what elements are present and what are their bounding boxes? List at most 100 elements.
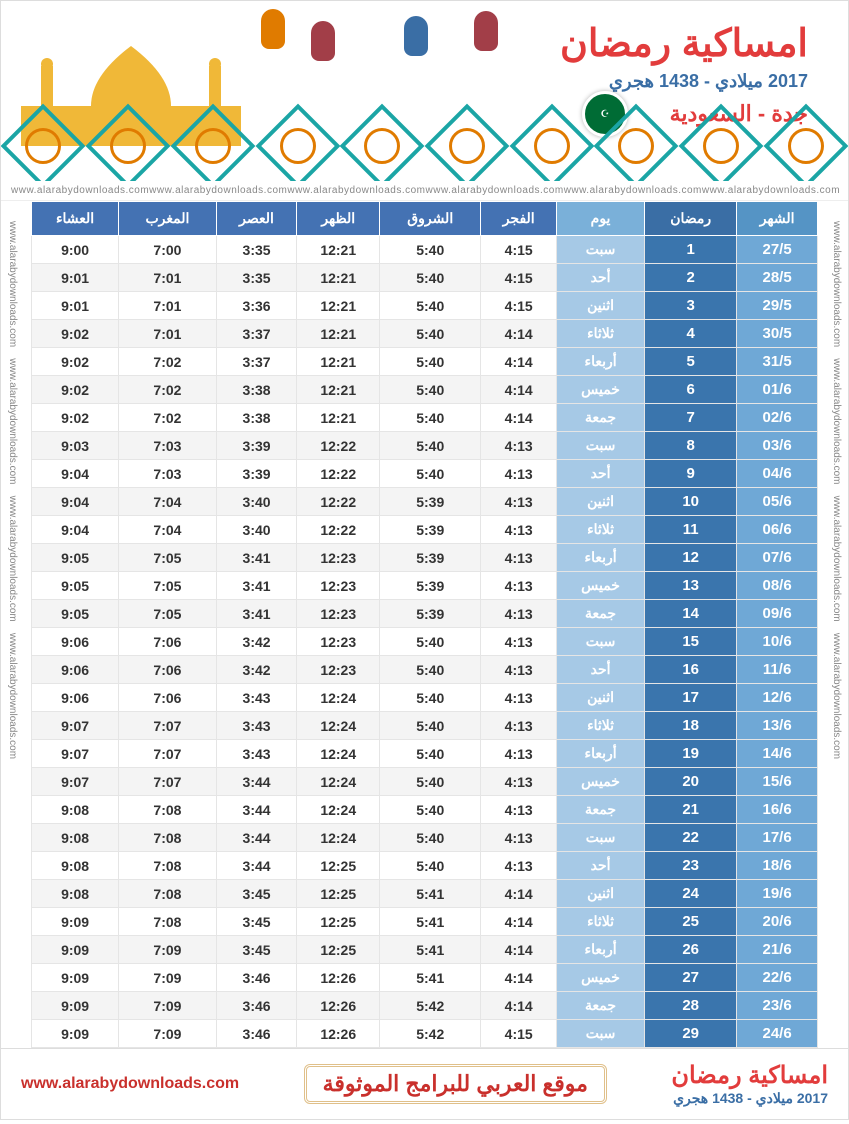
cell-day: أربعاء bbox=[556, 348, 644, 376]
cell-dhuhr: 12:24 bbox=[297, 824, 380, 852]
cell-fajr: 4:15 bbox=[481, 292, 557, 320]
cell-isha: 9:02 bbox=[32, 348, 119, 376]
cell-month: 06/6 bbox=[737, 516, 818, 544]
cell-asr: 3:39 bbox=[216, 432, 297, 460]
cell-maghrib: 7:09 bbox=[119, 1020, 217, 1048]
cell-shuruq: 5:40 bbox=[380, 852, 481, 880]
cell-dhuhr: 12:22 bbox=[297, 516, 380, 544]
cell-ramadan: 5 bbox=[645, 348, 737, 376]
cell-maghrib: 7:08 bbox=[119, 880, 217, 908]
cell-fajr: 4:15 bbox=[481, 236, 557, 264]
cell-isha: 9:07 bbox=[32, 712, 119, 740]
page-subtitle: 2017 ميلادي - 1438 هجري bbox=[609, 71, 808, 92]
watermark-row: www.alarabydownloads.com www.alarabydown… bbox=[1, 181, 848, 201]
cell-maghrib: 7:07 bbox=[119, 740, 217, 768]
cell-dhuhr: 12:21 bbox=[297, 376, 380, 404]
cell-dhuhr: 12:21 bbox=[297, 404, 380, 432]
table-row: 28/52أحد4:155:4012:213:357:019:01 bbox=[32, 264, 818, 292]
cell-maghrib: 7:09 bbox=[119, 936, 217, 964]
cell-month: 14/6 bbox=[737, 740, 818, 768]
table-row: 13/618ثلاثاء4:135:4012:243:437:079:07 bbox=[32, 712, 818, 740]
cell-isha: 9:00 bbox=[32, 236, 119, 264]
cell-fajr: 4:14 bbox=[481, 348, 557, 376]
cell-shuruq: 5:40 bbox=[380, 348, 481, 376]
cell-day: سبت bbox=[556, 628, 644, 656]
cell-dhuhr: 12:23 bbox=[297, 600, 380, 628]
cell-ramadan: 15 bbox=[645, 628, 737, 656]
cell-month: 11/6 bbox=[737, 656, 818, 684]
cell-ramadan: 22 bbox=[645, 824, 737, 852]
table-row: 20/625ثلاثاء4:145:4112:253:457:089:09 bbox=[32, 908, 818, 936]
cell-dhuhr: 12:23 bbox=[297, 628, 380, 656]
cell-day: جمعة bbox=[556, 992, 644, 1020]
cell-day: سبت bbox=[556, 824, 644, 852]
cell-ramadan: 14 bbox=[645, 600, 737, 628]
header: امساكية رمضان 2017 ميلادي - 1438 هجري جد… bbox=[1, 1, 848, 181]
watermark: www.alarabydownloads.com bbox=[11, 185, 149, 196]
cell-shuruq: 5:40 bbox=[380, 460, 481, 488]
watermark-side: www.alarabydownloads.com www.alarabydown… bbox=[7, 221, 18, 759]
cell-dhuhr: 12:21 bbox=[297, 320, 380, 348]
col-isha: العشاء bbox=[32, 202, 119, 236]
cell-asr: 3:45 bbox=[216, 880, 297, 908]
cell-asr: 3:35 bbox=[216, 236, 297, 264]
cell-month: 07/6 bbox=[737, 544, 818, 572]
cell-shuruq: 5:40 bbox=[380, 404, 481, 432]
cell-shuruq: 5:41 bbox=[380, 880, 481, 908]
cell-day: أربعاء bbox=[556, 936, 644, 964]
cell-month: 23/6 bbox=[737, 992, 818, 1020]
watermark: www.alarabydownloads.com bbox=[149, 185, 287, 196]
cell-fajr: 4:13 bbox=[481, 656, 557, 684]
cell-fajr: 4:13 bbox=[481, 824, 557, 852]
cell-shuruq: 5:40 bbox=[380, 796, 481, 824]
cell-maghrib: 7:08 bbox=[119, 852, 217, 880]
cell-ramadan: 1 bbox=[645, 236, 737, 264]
cell-month: 30/5 bbox=[737, 320, 818, 348]
footer-slogan: موقع العربي للبرامج الموثوقة bbox=[304, 1064, 607, 1104]
cell-maghrib: 7:02 bbox=[119, 404, 217, 432]
cell-isha: 9:08 bbox=[32, 824, 119, 852]
cell-day: أحد bbox=[556, 460, 644, 488]
cell-isha: 9:01 bbox=[32, 264, 119, 292]
cell-month: 20/6 bbox=[737, 908, 818, 936]
cell-maghrib: 7:07 bbox=[119, 712, 217, 740]
cell-fajr: 4:13 bbox=[481, 712, 557, 740]
cell-shuruq: 5:40 bbox=[380, 628, 481, 656]
cell-ramadan: 11 bbox=[645, 516, 737, 544]
cell-isha: 9:05 bbox=[32, 544, 119, 572]
cell-fajr: 4:14 bbox=[481, 964, 557, 992]
table-row: 06/611ثلاثاء4:135:3912:223:407:049:04 bbox=[32, 516, 818, 544]
cell-isha: 9:05 bbox=[32, 600, 119, 628]
cell-dhuhr: 12:21 bbox=[297, 348, 380, 376]
footer-subtitle: 2017 ميلادي - 1438 هجري bbox=[671, 1090, 828, 1107]
cell-maghrib: 7:03 bbox=[119, 432, 217, 460]
cell-day: جمعة bbox=[556, 404, 644, 432]
footer-right: امساكية رمضان 2017 ميلادي - 1438 هجري bbox=[671, 1061, 828, 1107]
lantern-icon bbox=[261, 9, 285, 49]
cell-dhuhr: 12:25 bbox=[297, 908, 380, 936]
cell-dhuhr: 12:23 bbox=[297, 572, 380, 600]
cell-isha: 9:07 bbox=[32, 768, 119, 796]
cell-asr: 3:46 bbox=[216, 964, 297, 992]
cell-month: 13/6 bbox=[737, 712, 818, 740]
cell-dhuhr: 12:24 bbox=[297, 796, 380, 824]
cell-fajr: 4:13 bbox=[481, 516, 557, 544]
cell-dhuhr: 12:21 bbox=[297, 264, 380, 292]
cell-asr: 3:44 bbox=[216, 852, 297, 880]
cell-day: خميس bbox=[556, 964, 644, 992]
cell-isha: 9:05 bbox=[32, 572, 119, 600]
cell-day: أحد bbox=[556, 656, 644, 684]
cell-maghrib: 7:04 bbox=[119, 516, 217, 544]
cell-shuruq: 5:42 bbox=[380, 1020, 481, 1048]
table-row: 10/615سبت4:135:4012:233:427:069:06 bbox=[32, 628, 818, 656]
cell-shuruq: 5:40 bbox=[380, 432, 481, 460]
cell-asr: 3:45 bbox=[216, 908, 297, 936]
cell-ramadan: 18 bbox=[645, 712, 737, 740]
cell-dhuhr: 12:22 bbox=[297, 460, 380, 488]
cell-day: سبت bbox=[556, 1020, 644, 1048]
cell-isha: 9:09 bbox=[32, 908, 119, 936]
cell-asr: 3:40 bbox=[216, 488, 297, 516]
cell-dhuhr: 12:22 bbox=[297, 432, 380, 460]
cell-maghrib: 7:04 bbox=[119, 488, 217, 516]
cell-ramadan: 7 bbox=[645, 404, 737, 432]
